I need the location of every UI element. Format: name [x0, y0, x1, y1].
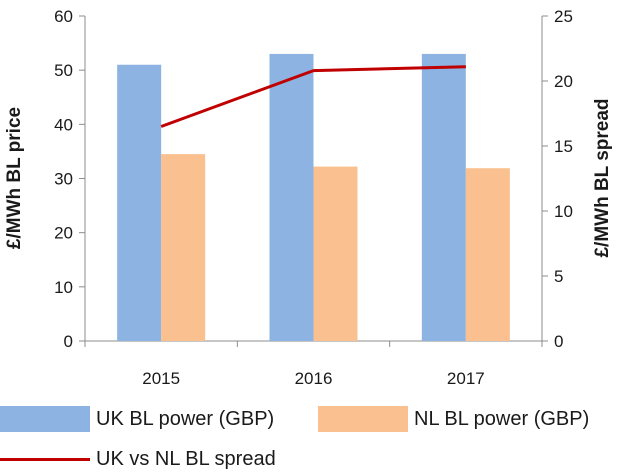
bar [161, 154, 206, 341]
legend-item-uk-power: UK BL power (GBP) [0, 406, 274, 432]
x-tick-label: 2015 [142, 369, 180, 388]
y2-tick-label: 10 [554, 202, 573, 221]
bar [465, 168, 510, 341]
y-tick-label: 10 [54, 278, 73, 297]
y2-tick-label: 25 [554, 7, 573, 26]
chart: 0 10 20 30 40 50 60 0 5 10 15 20 25 2015 2016 2017 £/MW… [4, 7, 613, 388]
y2-tick-label: 15 [554, 137, 573, 156]
legend-label-spread: UK vs NL BL spread [96, 448, 276, 470]
legend-swatch-spread [0, 458, 90, 461]
y2-axis-title: £/MWh BL spread [592, 98, 613, 257]
ticks: 0 10 20 30 40 50 60 0 5 10 15 20 25 2015 2016 2017 [54, 7, 573, 388]
legend: UK BL power (GBP) NL BL power (GBP) UK v… [0, 398, 627, 475]
y2-tick-label: 5 [554, 267, 563, 286]
y-axis-title: £/MWh BL price [4, 107, 25, 249]
bars [117, 53, 510, 342]
bar [313, 166, 358, 341]
spread-line [160, 65, 466, 128]
y2-tick-label: 20 [554, 72, 573, 91]
bar [421, 53, 466, 342]
legend-swatch-nl-power [318, 406, 408, 432]
y-tick-label: 20 [54, 224, 73, 243]
y-tick-label: 50 [54, 61, 73, 80]
bar [117, 64, 162, 341]
y-tick-label: 40 [54, 115, 73, 134]
legend-label-uk-power: UK BL power (GBP) [96, 407, 275, 430]
lines [160, 65, 466, 128]
y-tick-label: 30 [54, 170, 73, 189]
y-tick-label: 0 [64, 332, 73, 351]
legend-swatch-uk-power [0, 406, 90, 432]
y-tick-label: 60 [54, 7, 73, 26]
legend-item-spread: UK vs NL BL spread [0, 448, 276, 471]
bar [269, 53, 314, 342]
x-tick-label: 2016 [295, 369, 333, 388]
legend-item-nl-power: NL BL power (GBP) [318, 406, 589, 432]
legend-label-nl-power: NL BL power (GBP) [414, 407, 590, 430]
y2-tick-label: 0 [554, 332, 563, 351]
x-tick-label: 2017 [447, 369, 485, 388]
